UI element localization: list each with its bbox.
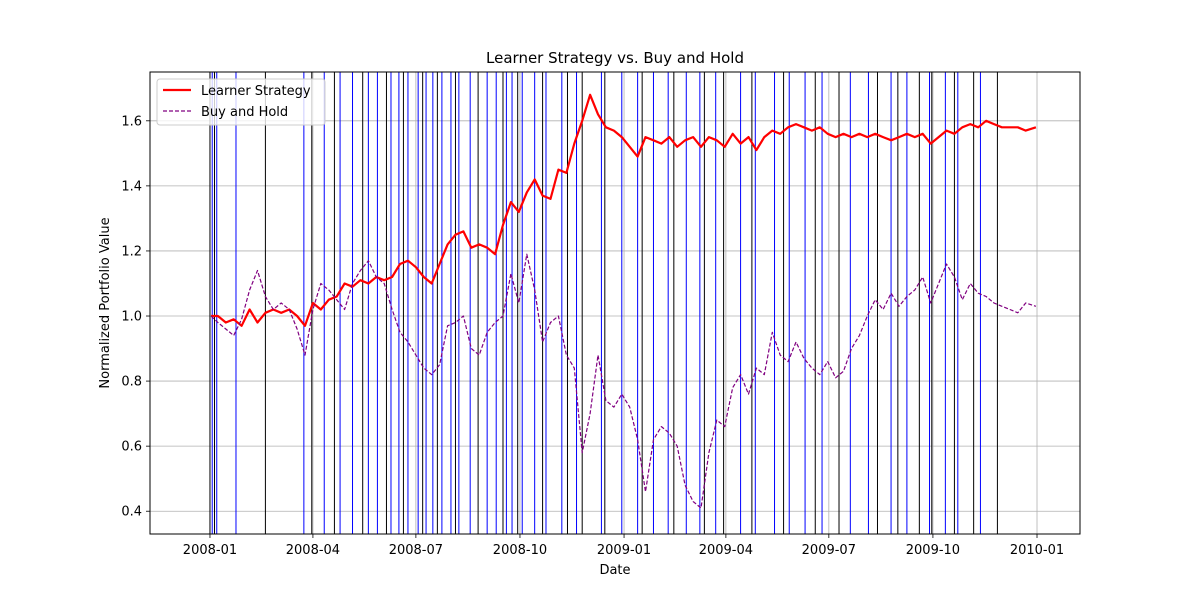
- x-tick-label: 2008-07: [389, 543, 443, 558]
- plot-frame: [149, 71, 1081, 535]
- series-line-learner-strategy: [211, 93, 1037, 327]
- y-tick-label: 1.2: [121, 244, 142, 259]
- y-tick-label: 0.4: [121, 505, 142, 520]
- x-tick-label: 2009-04: [699, 543, 753, 558]
- legend-label-buy-and-hold: Buy and Hold: [201, 105, 288, 120]
- x-axis: 2008-01 2008-04 2008-07 2008-10 2009-01 2009-…: [183, 534, 1064, 558]
- chart-title: Learner Strategy vs. Buy and Hold: [486, 49, 744, 67]
- x-tick-label: 2008-01: [183, 543, 237, 558]
- legend-box: [156, 78, 326, 126]
- series-layer: [210, 93, 1037, 509]
- x-tick-label: 2009-01: [597, 543, 651, 558]
- x-tick-label: 2009-10: [906, 543, 960, 558]
- y-tick-label: 0.6: [121, 440, 142, 455]
- y-tick-label: 0.8: [121, 375, 142, 390]
- legend-label-learner-strategy: Learner Strategy: [201, 84, 311, 99]
- y-tick-label: 1.4: [121, 179, 142, 194]
- x-tick-label: 2008-10: [493, 543, 547, 558]
- x-tick-label: 2010-01: [1010, 543, 1064, 558]
- grid-layer: [150, 72, 1080, 534]
- y-tick-label: 1.0: [121, 310, 142, 325]
- legend: Learner Strategy Buy and Hold: [156, 78, 326, 126]
- x-axis-label: Date: [599, 563, 630, 578]
- x-tick-label: 2009-07: [802, 543, 856, 558]
- y-tick-label: 1.6: [121, 114, 142, 129]
- marker-layer: [209, 72, 998, 534]
- y-axis-label: Normalized Portfolio Value: [98, 217, 113, 388]
- x-tick-label: 2008-04: [286, 543, 340, 558]
- series-line-buy-and-hold: [210, 253, 1037, 509]
- y-axis: 0.4 0.6 0.8 1.0 1.2 1.4 1.6: [121, 114, 150, 520]
